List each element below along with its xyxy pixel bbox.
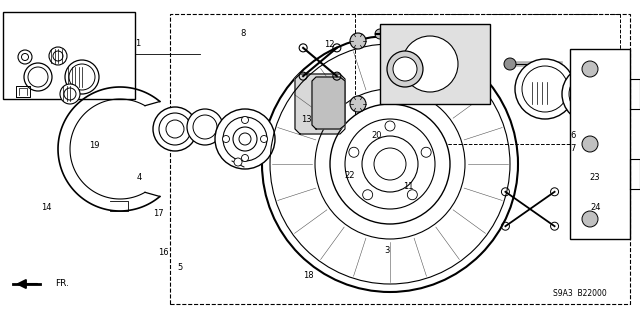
Text: 6: 6 <box>570 131 575 140</box>
Circle shape <box>262 36 518 292</box>
Circle shape <box>363 190 372 200</box>
Circle shape <box>260 136 268 143</box>
Circle shape <box>402 36 458 92</box>
Circle shape <box>375 29 385 39</box>
Circle shape <box>49 47 67 65</box>
Text: 13: 13 <box>301 115 311 124</box>
Circle shape <box>18 50 32 64</box>
Circle shape <box>215 109 275 169</box>
Circle shape <box>515 59 575 119</box>
Circle shape <box>387 51 423 87</box>
Circle shape <box>374 148 406 180</box>
Text: 11: 11 <box>403 182 413 191</box>
Text: 20: 20 <box>371 131 381 140</box>
Circle shape <box>187 109 223 145</box>
Circle shape <box>239 133 251 145</box>
Text: 8: 8 <box>241 29 246 38</box>
Circle shape <box>582 211 598 227</box>
Circle shape <box>349 147 359 157</box>
Circle shape <box>393 57 417 81</box>
Text: 10: 10 <box>424 29 434 38</box>
Circle shape <box>234 158 242 166</box>
Circle shape <box>241 116 248 123</box>
Circle shape <box>582 136 598 152</box>
Circle shape <box>193 115 217 139</box>
Text: 9: 9 <box>397 29 403 38</box>
Text: 16: 16 <box>158 248 168 256</box>
Circle shape <box>569 73 611 115</box>
Text: 14: 14 <box>41 203 51 212</box>
Circle shape <box>504 58 516 70</box>
Text: 17: 17 <box>154 209 164 218</box>
Circle shape <box>350 96 366 112</box>
Circle shape <box>233 127 257 151</box>
Circle shape <box>69 64 95 90</box>
Circle shape <box>421 147 431 157</box>
Circle shape <box>362 136 418 192</box>
Text: 5: 5 <box>178 263 183 272</box>
Text: 15: 15 <box>481 53 492 62</box>
Polygon shape <box>295 74 345 134</box>
Bar <box>355 14 620 144</box>
Circle shape <box>392 26 468 102</box>
Circle shape <box>223 117 267 161</box>
Circle shape <box>64 88 76 100</box>
Bar <box>3 12 135 99</box>
Text: 24: 24 <box>590 203 600 212</box>
Text: 23: 23 <box>590 173 600 182</box>
Text: 21: 21 <box>392 69 402 78</box>
Circle shape <box>28 67 48 87</box>
Circle shape <box>575 56 585 66</box>
Circle shape <box>582 61 598 77</box>
Circle shape <box>153 107 197 151</box>
Circle shape <box>522 66 568 112</box>
Circle shape <box>241 154 248 161</box>
Bar <box>170 14 630 304</box>
Polygon shape <box>312 77 345 129</box>
Text: FR.: FR. <box>55 279 69 288</box>
Circle shape <box>407 190 417 200</box>
Bar <box>570 49 630 239</box>
Text: 12: 12 <box>324 40 335 49</box>
Circle shape <box>65 60 99 94</box>
Circle shape <box>60 84 80 104</box>
Circle shape <box>385 121 395 131</box>
Text: 19: 19 <box>90 141 100 150</box>
Circle shape <box>330 104 450 224</box>
Circle shape <box>350 33 366 49</box>
Circle shape <box>345 119 435 209</box>
Text: 7: 7 <box>570 144 575 153</box>
Text: 1: 1 <box>135 39 140 48</box>
Text: 22: 22 <box>344 171 355 180</box>
Circle shape <box>22 54 29 61</box>
Circle shape <box>223 136 230 143</box>
Circle shape <box>53 51 63 61</box>
Circle shape <box>562 66 618 122</box>
Circle shape <box>159 113 191 145</box>
Text: S9A3  B22000: S9A3 B22000 <box>553 290 607 299</box>
Bar <box>380 24 490 104</box>
Text: 4: 4 <box>137 173 142 182</box>
Circle shape <box>400 29 410 39</box>
Text: 3: 3 <box>385 246 390 255</box>
Circle shape <box>166 120 184 138</box>
Text: 18: 18 <box>303 271 314 280</box>
Circle shape <box>24 63 52 91</box>
